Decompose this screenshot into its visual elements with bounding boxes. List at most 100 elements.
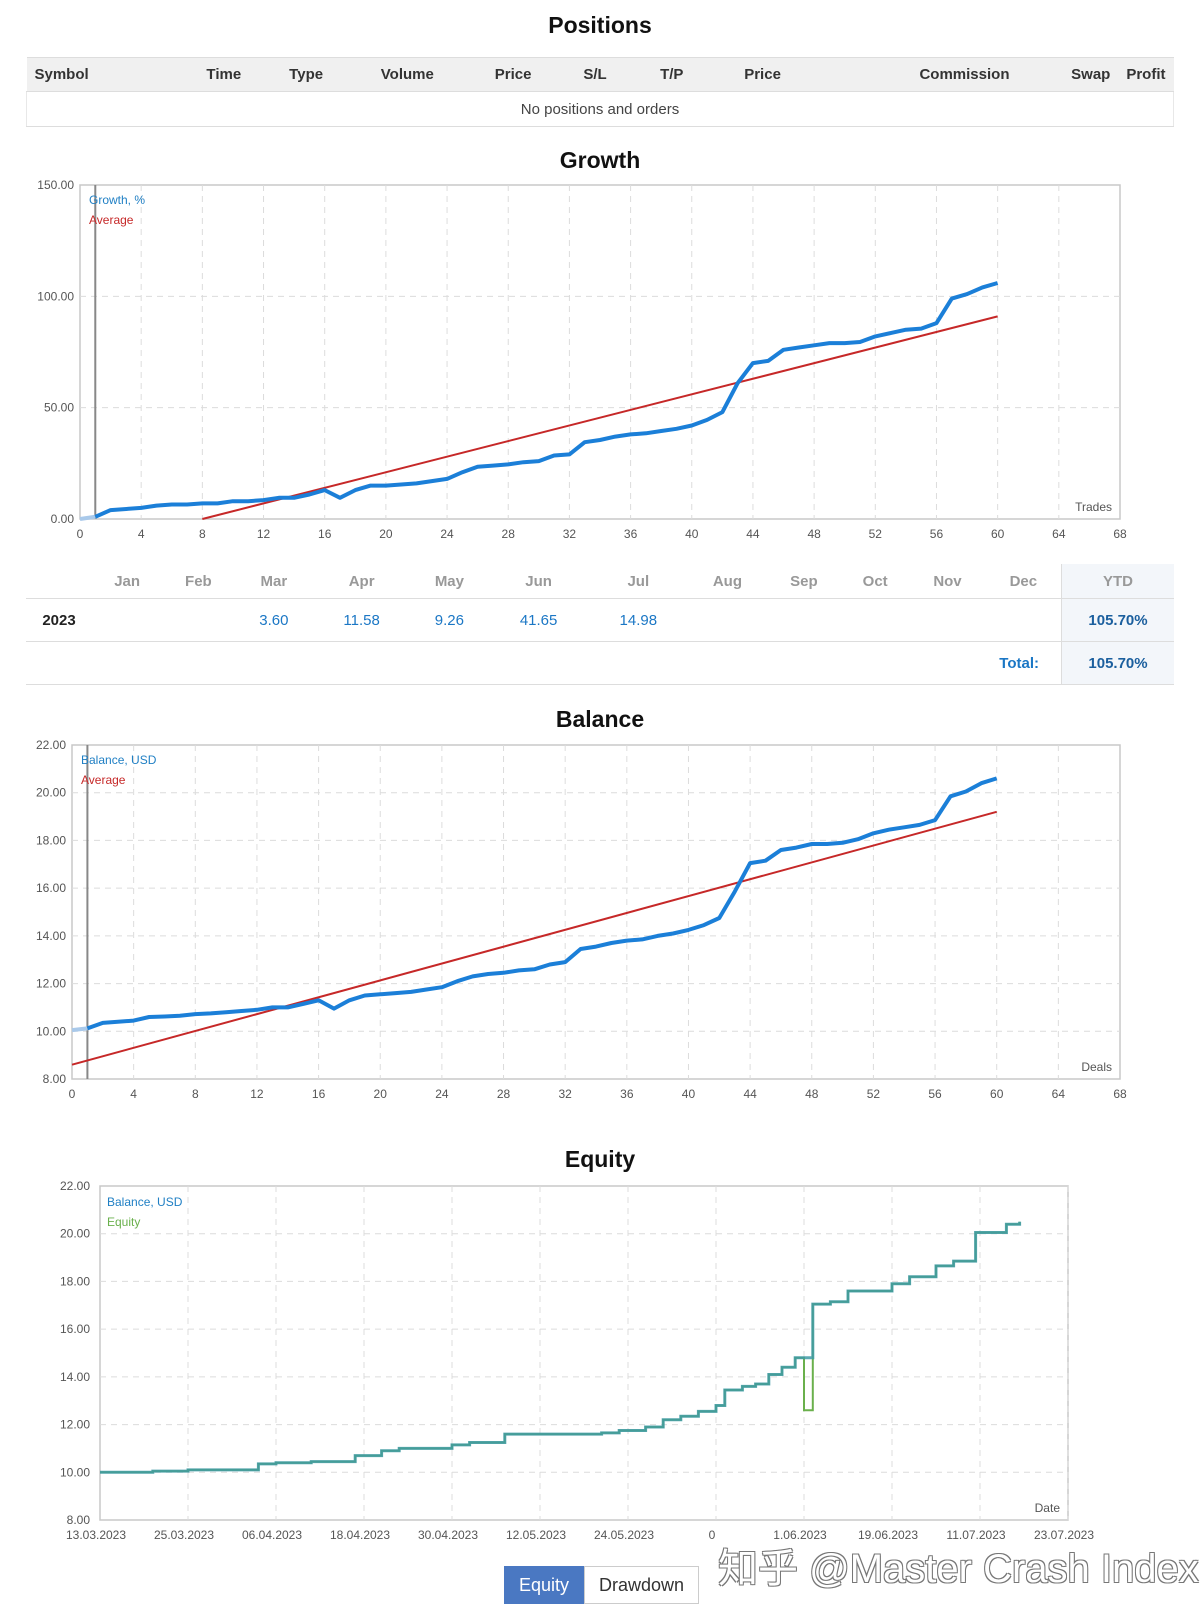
tab-equity[interactable]: Equity	[504, 1566, 585, 1604]
month-value	[841, 598, 910, 642]
col-time[interactable]: Time	[182, 57, 265, 92]
x-tick-label: 68	[1113, 527, 1127, 541]
y-tick-label: 18.00	[60, 1274, 90, 1288]
y-tick-label: 12.00	[60, 1418, 90, 1432]
col-commission[interactable]: Commission	[812, 57, 1018, 92]
x-tick-label: 4	[138, 527, 145, 541]
col-price[interactable]: Price	[467, 57, 559, 92]
y-tick-label: 8.00	[43, 1072, 67, 1086]
legend-balance: Balance, USD	[107, 1195, 183, 1209]
balance-chart: 0 4 8 12 16 20 24 28 32 36 40 44 48 52 56 60 64 6822.0020…	[36, 738, 1127, 1101]
positions-header-row: Symbol Time Type Volume Price S/L T/P Pr…	[26, 57, 1174, 92]
balance-line	[100, 1221, 1022, 1474]
x-tick-label: 20	[379, 527, 393, 541]
equity-title: Equity	[564, 1146, 636, 1172]
month-header: Aug	[688, 564, 767, 599]
col-swap[interactable]: Swap	[1017, 57, 1119, 92]
month-value	[92, 598, 163, 642]
plot-area	[99, 1185, 1069, 1521]
x-tick-label: 52	[869, 527, 883, 541]
x-tick-label: 32	[563, 527, 577, 541]
month-value: 9.26	[410, 598, 489, 642]
x-tick-label: 4	[130, 1087, 137, 1101]
legend-series: Balance, USD	[81, 753, 157, 767]
watermark: 知乎 @Master Crash Index	[718, 1547, 1199, 1591]
month-header: Nov	[909, 564, 986, 599]
month-header: Sep	[766, 564, 842, 599]
col-tp[interactable]: T/P	[631, 57, 713, 92]
legend-average: Average	[81, 773, 126, 787]
tab-drawdown[interactable]: Drawdown	[584, 1566, 700, 1604]
average-line	[202, 315, 998, 520]
x-tick-label: 48	[805, 1087, 819, 1101]
plot-area	[79, 184, 1121, 520]
x-tick-label: 36	[624, 527, 638, 541]
x-tick-label: 36	[620, 1087, 634, 1101]
growth-chart: 0 4 8 12 16 20 24 28 32 36 40 44 48 52 56 60 64 68150.001…	[37, 178, 1127, 541]
x-tick-label: 60	[990, 1087, 1004, 1101]
x-tick-label: 24	[440, 527, 454, 541]
x-tick-label: 0	[709, 1528, 716, 1542]
x-tick-label: 44	[746, 527, 760, 541]
legend-average: Average	[89, 213, 134, 227]
y-tick-label: 12.00	[36, 977, 66, 991]
x-tick-label: 06.04.2023	[242, 1528, 302, 1542]
col-sl[interactable]: S/L	[558, 57, 632, 92]
x-tick-label: 19.06.2023	[858, 1528, 918, 1542]
y-tick-label: 100.00	[37, 289, 74, 303]
chart-tabs: Equity Drawdown	[504, 1566, 700, 1604]
col-profit[interactable]: Profit	[1118, 57, 1174, 92]
plot-area	[71, 744, 1121, 1080]
y-tick-label: 10.00	[60, 1465, 90, 1479]
x-tick-label: 8	[192, 1087, 199, 1101]
y-tick-label: 10.00	[36, 1024, 66, 1038]
x-tick-label: 23.07.2023	[1034, 1528, 1094, 1542]
x-tick-label: 28	[502, 527, 516, 541]
series-line	[86, 776, 998, 1031]
x-tick-label: 12	[250, 1087, 264, 1101]
y-tick-label: 14.00	[36, 929, 66, 943]
month-value	[909, 598, 986, 642]
y-tick-label: 22.00	[60, 1179, 90, 1193]
month-header: May	[410, 564, 489, 599]
month-header: Jul	[588, 564, 689, 599]
x-tick-label: 0	[69, 1087, 76, 1101]
x-tick-label: 24.05.2023	[594, 1528, 654, 1542]
x-tick-label: 24	[435, 1087, 449, 1101]
month-header: Jun	[488, 564, 589, 599]
x-tick-label: 1.06.2023	[773, 1528, 827, 1542]
x-tick-label: 56	[928, 1087, 942, 1101]
month-value	[688, 598, 767, 642]
x-tick-label: 18.04.2023	[330, 1528, 390, 1542]
month-value	[985, 598, 1062, 642]
col-symbol[interactable]: Symbol	[26, 57, 183, 92]
month-header: Apr	[313, 564, 411, 599]
month-value: 41.65	[488, 598, 589, 642]
year-label: 2023	[26, 598, 92, 642]
positions-table: Symbol Time Type Volume Price S/L T/P Pr…	[26, 57, 1174, 127]
y-tick-label: 20.00	[36, 786, 66, 800]
x-tick-label: 12	[257, 527, 271, 541]
x-tick-label: 68	[1113, 1087, 1127, 1101]
month-header: Jan	[92, 564, 163, 599]
x-tick-label: 13.03.2023	[66, 1528, 126, 1542]
x-axis-caption: Trades	[1075, 500, 1112, 514]
x-tick-label: 25.03.2023	[154, 1528, 214, 1542]
x-tick-label: 64	[1052, 1087, 1066, 1101]
total-label: Total:	[26, 641, 1062, 685]
x-tick-label: 0	[77, 527, 84, 541]
col-volume[interactable]: Volume	[347, 57, 468, 92]
equity-chart: 13.03.2023 25.03.2023 06.04.2023 18.04.2023…	[60, 1179, 1094, 1542]
x-tick-label: 11.07.2023	[946, 1528, 1005, 1542]
months-header-row: Jan Feb Mar Apr May Jun Jul Aug Sep Oct Nov Dec YTD	[26, 564, 1174, 599]
series-line	[94, 281, 999, 519]
y-tick-label: 16.00	[36, 881, 66, 895]
col-type[interactable]: Type	[264, 57, 348, 92]
x-tick-label: 28	[497, 1087, 511, 1101]
ytd-value: 105.70%	[1061, 598, 1174, 642]
positions-title: Positions	[548, 12, 652, 38]
total-row: Total: 105.70%	[26, 641, 1174, 685]
col-price-current[interactable]: Price	[712, 57, 813, 92]
y-tick-label: 150.00	[37, 178, 74, 192]
month-header: Mar	[234, 564, 314, 599]
